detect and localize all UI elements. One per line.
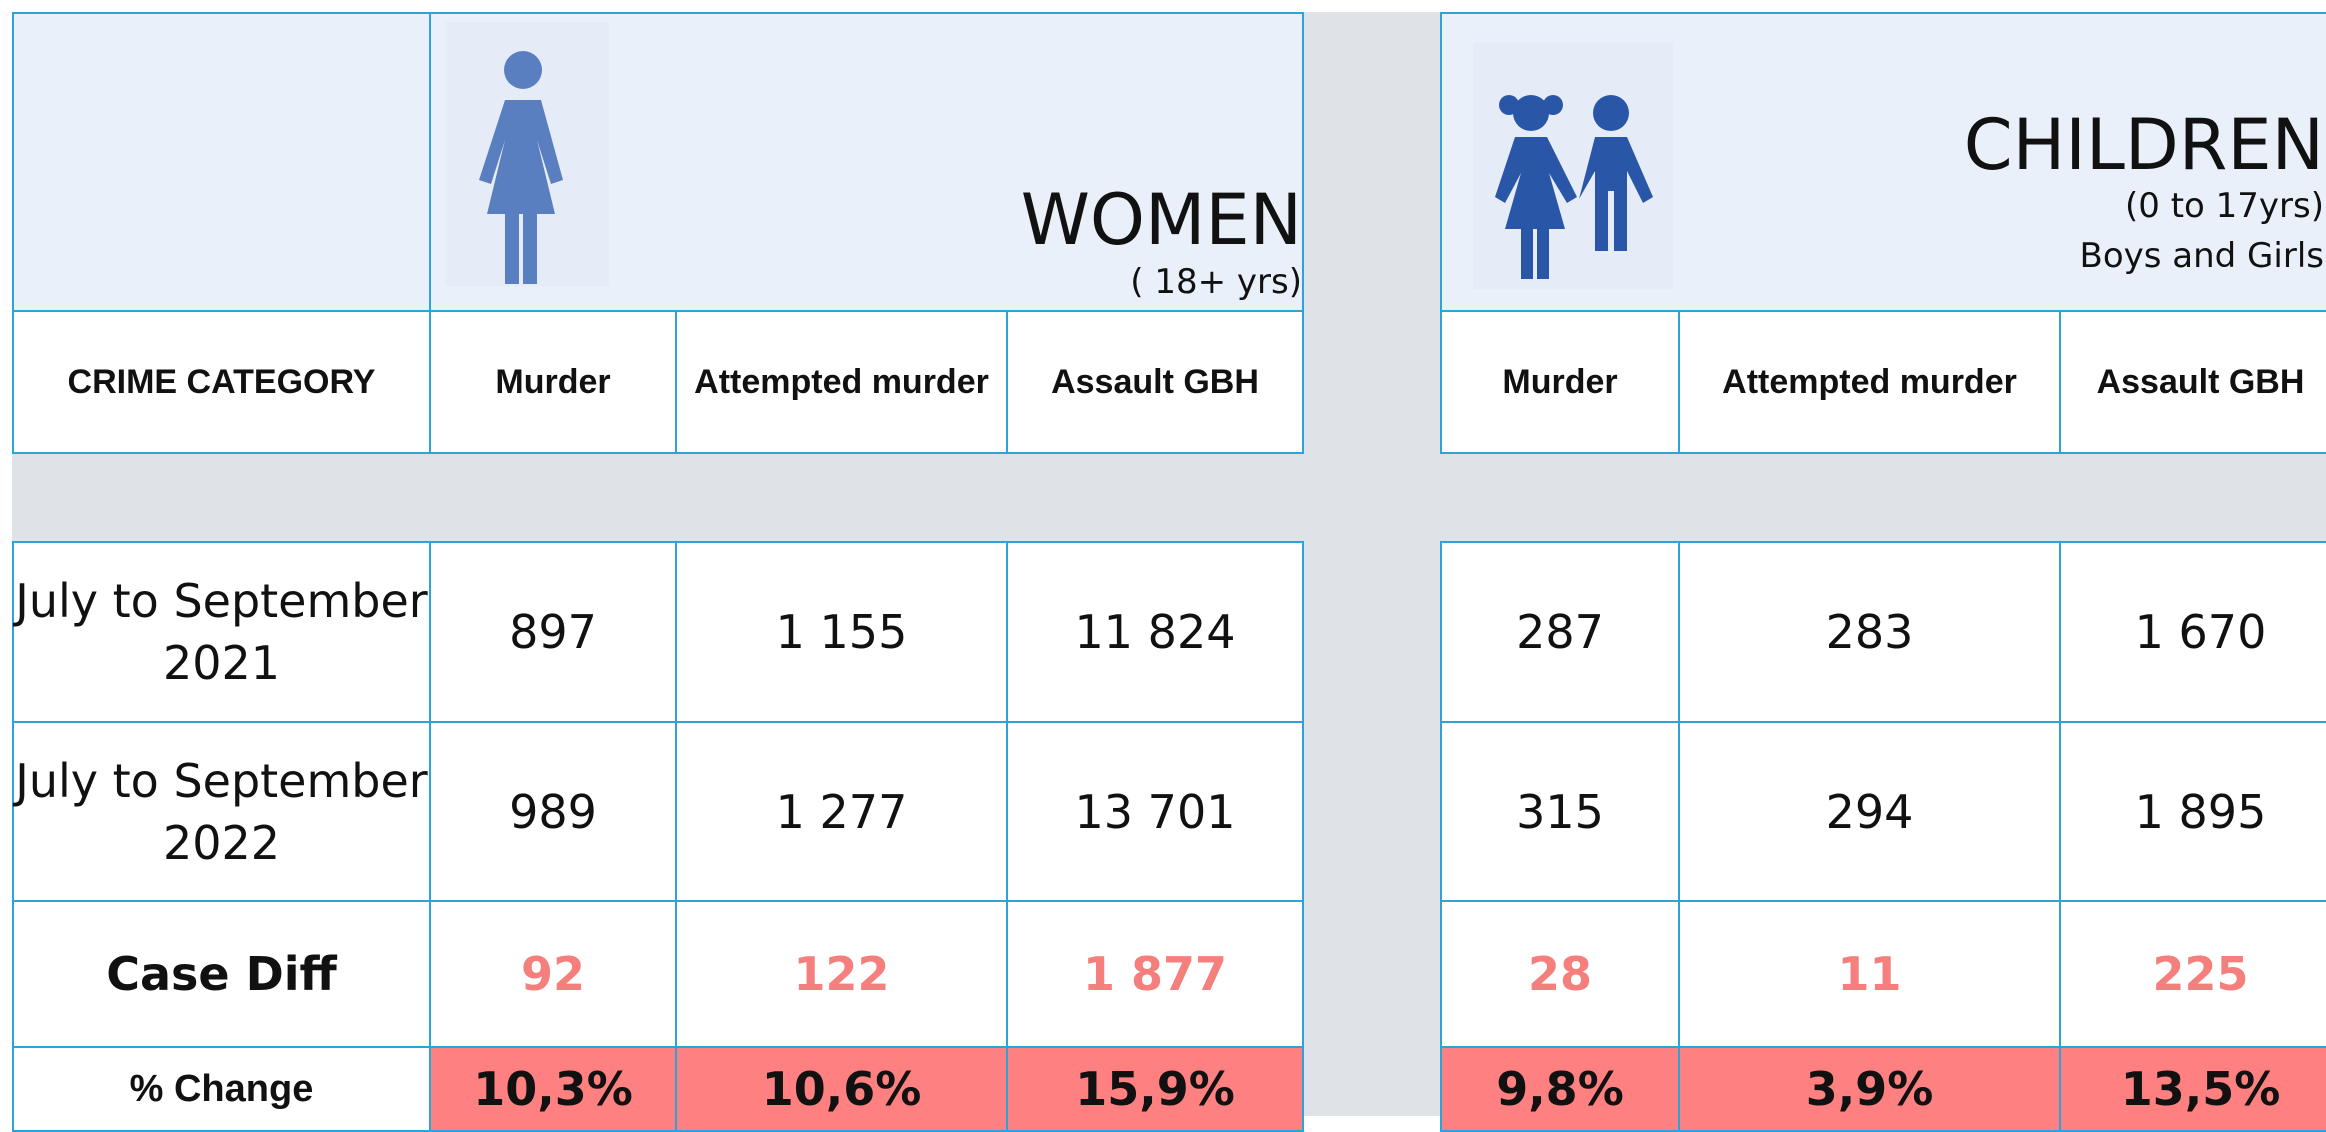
value-cell: 294 — [1678, 721, 2061, 902]
column-header: Murder — [429, 310, 677, 454]
value-cell: 1 155 — [675, 541, 1008, 723]
value-cell: 122 — [675, 900, 1008, 1048]
spacer-row — [12, 452, 1302, 541]
value-cell: 1 670 — [2059, 541, 2326, 723]
value-cell: 15,9% — [1006, 1046, 1304, 1132]
header-blank — [12, 12, 431, 312]
column-header: Murder — [1440, 310, 1680, 454]
column-header: Assault GBH — [1006, 310, 1304, 454]
gap-column — [1302, 12, 1440, 1116]
children-subtitle: (0 to 17yrs) — [2125, 186, 2324, 226]
children-icon — [1473, 43, 1673, 289]
children-header: CHILDREN (0 to 17yrs) Boys and Girls — [1440, 12, 2326, 312]
children-subtitle-2: Boys and Girls — [2079, 236, 2324, 276]
value-cell: 13 701 — [1006, 721, 1304, 902]
value-cell: 1 895 — [2059, 721, 2326, 902]
value-cell: 3,9% — [1678, 1046, 2061, 1132]
value-cell: 989 — [429, 721, 677, 902]
value-cell: 11 824 — [1006, 541, 1304, 723]
value-cell: 897 — [429, 541, 677, 723]
row-label: % Change — [12, 1046, 431, 1132]
category-header: CRIME CATEGORY — [12, 310, 431, 454]
value-cell: 10,3% — [429, 1046, 677, 1132]
children-title: CHILDREN — [1963, 104, 2324, 186]
women-subtitle: ( 18+ yrs) — [1130, 262, 1302, 302]
row-label: July to September 2022 — [12, 721, 431, 902]
women-title: WOMEN — [1020, 179, 1302, 261]
value-cell: 283 — [1678, 541, 2061, 723]
value-cell: 315 — [1440, 721, 1680, 902]
value-cell: 11 — [1678, 900, 2061, 1048]
column-header: Assault GBH — [2059, 310, 2326, 454]
value-cell: 13,5% — [2059, 1046, 2326, 1132]
value-cell: 1 877 — [1006, 900, 1304, 1048]
spacer-row — [1440, 452, 2326, 541]
value-cell: 28 — [1440, 900, 1680, 1048]
value-cell: 287 — [1440, 541, 1680, 723]
row-label: Case Diff — [12, 900, 431, 1048]
value-cell: 9,8% — [1440, 1046, 1680, 1132]
value-cell: 1 277 — [675, 721, 1008, 902]
value-cell: 92 — [429, 900, 677, 1048]
value-cell: 225 — [2059, 900, 2326, 1048]
women-header: WOMEN ( 18+ yrs) — [429, 12, 1304, 312]
column-header: Attempted murder — [675, 310, 1008, 454]
column-header: Attempted murder — [1678, 310, 2061, 454]
row-label: July to September 2021 — [12, 541, 431, 723]
woman-icon — [445, 22, 609, 286]
value-cell: 10,6% — [675, 1046, 1008, 1132]
